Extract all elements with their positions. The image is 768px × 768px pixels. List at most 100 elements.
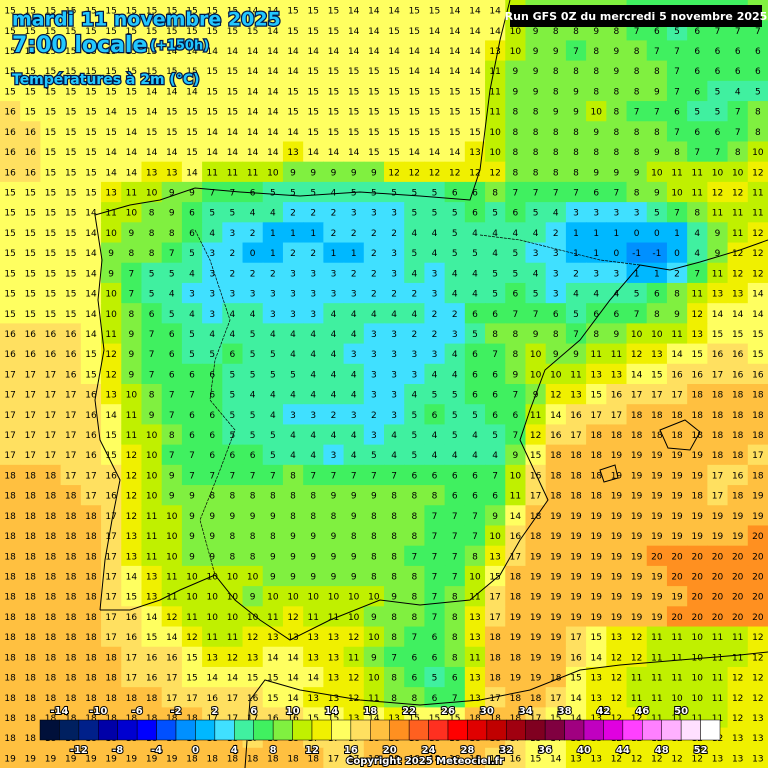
temperature-value: 9 (331, 573, 337, 583)
temperature-value: 12 (409, 168, 420, 178)
temperature-cell (323, 60, 345, 82)
temperature-value: 19 (4, 754, 16, 764)
colorbar-label: -10 (89, 706, 107, 717)
temperature-cell (181, 384, 203, 405)
temperature-value: 6 (492, 310, 498, 320)
temperature-value: 18 (45, 674, 57, 684)
temperature-cell (626, 141, 648, 163)
temperature-cell (181, 262, 203, 284)
colorbar-box (486, 719, 507, 741)
temperature-value: 10 (227, 593, 239, 603)
temperature-value: 6 (472, 391, 478, 401)
temperature-value: 7 (432, 532, 438, 542)
temperature-value: 15 (752, 330, 763, 340)
temperature-cell (646, 202, 668, 223)
temperature-cell (626, 202, 648, 223)
temperature-value: 8 (391, 674, 397, 684)
temperature-value: 9 (270, 512, 276, 522)
temperature-value: 15 (206, 87, 217, 97)
temperature-value: 7 (513, 310, 519, 320)
temperature-value: 15 (45, 310, 56, 320)
temperature-value: 14 (752, 290, 764, 300)
temperature-cell (303, 121, 324, 143)
temperature-value: 8 (533, 128, 539, 138)
temperature-cell (464, 40, 486, 62)
temperature-value: 13 (692, 330, 703, 340)
temperature-value: 19 (651, 492, 663, 502)
temperature-value: 18 (65, 593, 77, 603)
temperature-value: 18 (530, 512, 542, 522)
temperature-value: 3 (209, 310, 215, 320)
temperature-value: 8 (593, 47, 599, 57)
temperature-value: 17 (105, 613, 116, 623)
temperature-value: 7 (371, 471, 377, 481)
temperature-value: 10 (146, 471, 158, 481)
temperature-value: 12 (186, 633, 197, 643)
temperature-value: 19 (570, 552, 582, 562)
temperature-value: 15 (65, 229, 76, 239)
temperature-value: 17 (631, 391, 642, 401)
temperature-cell (0, 60, 21, 82)
temperature-value: 15 (348, 108, 359, 118)
temperature-cell (161, 323, 183, 345)
temperature-value: 9 (614, 168, 620, 178)
temperature-value: 12 (752, 249, 763, 259)
temperature-value: 5 (533, 209, 539, 219)
temperature-cell (343, 404, 365, 426)
temperature-value: 8 (694, 209, 700, 219)
temperature-cell (384, 40, 405, 62)
temperature-value: 6 (755, 67, 761, 77)
temperature-value: 8 (230, 532, 236, 542)
temperature-value: 17 (25, 411, 36, 421)
temperature-value: 10 (489, 148, 501, 158)
temperature-value: 11 (671, 633, 682, 643)
temperature-value: 15 (692, 350, 703, 360)
temperature-value: 16 (611, 391, 623, 401)
temperature-cell (141, 80, 163, 102)
temperature-cell (343, 202, 365, 223)
temperature-cell (586, 121, 607, 143)
temperature-cell (586, 80, 607, 102)
colorbar-label: 10 (286, 706, 300, 717)
temperature-value: 18 (4, 512, 16, 522)
temperature-cell (687, 242, 708, 264)
temperature-value: 5 (452, 431, 458, 441)
temperature-value: 5 (411, 209, 417, 219)
colorbar-box (331, 719, 352, 741)
temperature-cell (606, 404, 628, 426)
temperature-value: 14 (287, 674, 299, 684)
colorbar-label: 24 (422, 745, 436, 756)
temperature-value: 8 (674, 148, 680, 158)
temperature-cell (40, 80, 62, 102)
temperature-cell (222, 60, 244, 82)
temperature-value: 17 (85, 492, 96, 502)
temperature-value: 13 (146, 593, 157, 603)
temperature-value: 18 (752, 391, 764, 401)
temperature-value: 10 (651, 330, 663, 340)
temperature-cell (505, 101, 527, 122)
temperature-value: 8 (270, 532, 276, 542)
temperature-cell (282, 60, 304, 82)
temperature-value: 11 (489, 87, 500, 97)
temperature-value: 11 (651, 674, 662, 684)
temperature-value: 12 (166, 613, 177, 623)
temperature-value: 12 (126, 471, 137, 481)
temperature-value: 3 (371, 350, 377, 360)
temperature-value: 8 (634, 87, 640, 97)
temperature-value: 12 (611, 694, 622, 704)
temperature-value: 2 (230, 249, 236, 259)
temperature-value: 5 (270, 451, 276, 461)
temperature-cell (444, 222, 466, 244)
temperature-value: 6 (513, 209, 519, 219)
temperature-value: 3 (351, 209, 357, 219)
temperature-value: 15 (45, 128, 56, 138)
temperature-value: 19 (25, 754, 37, 764)
temperature-cell (60, 404, 82, 426)
temperature-cell (80, 303, 102, 324)
temperature-cell (363, 161, 385, 183)
temperature-cell (707, 141, 729, 163)
temperature-cell (303, 323, 324, 345)
temperature-cell (343, 262, 365, 284)
temperature-cell (0, 242, 21, 264)
temperature-value: 14 (85, 209, 97, 219)
